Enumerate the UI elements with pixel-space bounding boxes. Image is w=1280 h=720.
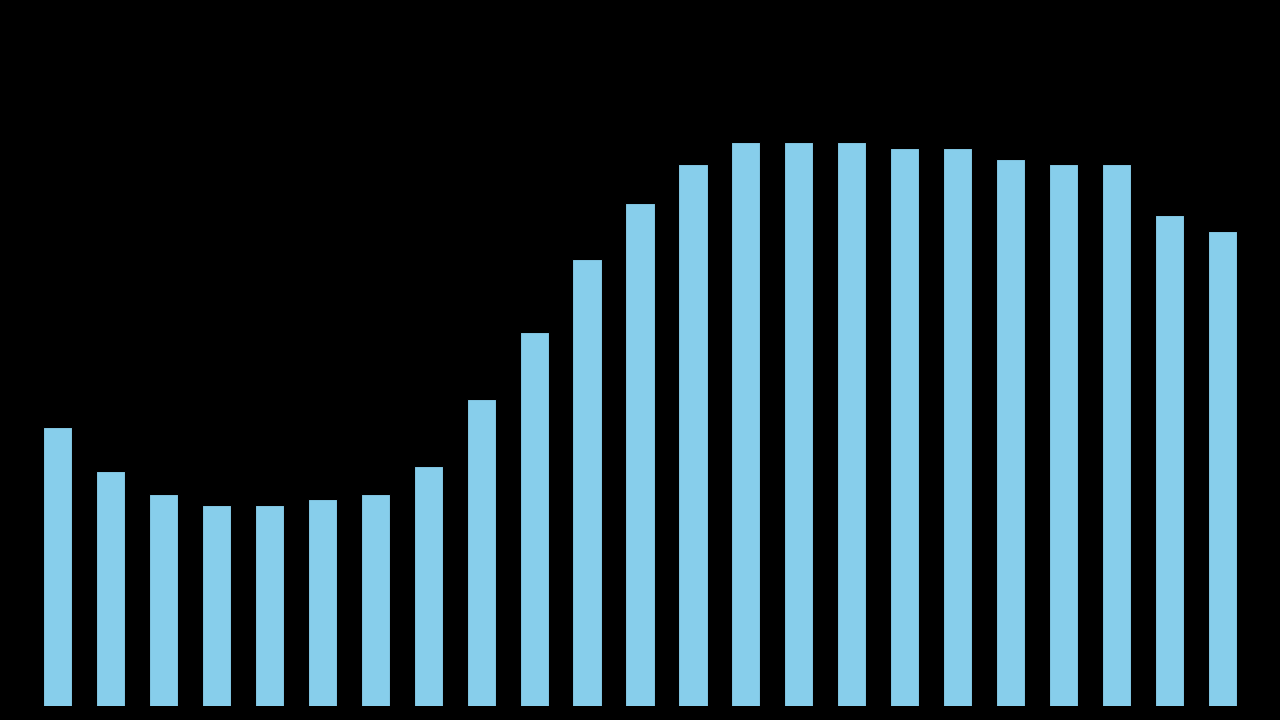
Bar: [202, 505, 230, 720]
Bar: [572, 259, 602, 720]
Bar: [1050, 164, 1078, 720]
Bar: [996, 158, 1025, 720]
Bar: [837, 142, 867, 720]
Bar: [307, 499, 337, 720]
Bar: [731, 142, 760, 720]
Bar: [1102, 164, 1132, 720]
Bar: [148, 493, 178, 720]
Bar: [678, 164, 708, 720]
Bar: [1208, 231, 1238, 720]
Bar: [96, 471, 125, 720]
Bar: [255, 505, 284, 720]
Bar: [413, 466, 443, 720]
Bar: [520, 332, 549, 720]
Bar: [1155, 215, 1184, 720]
Bar: [891, 148, 919, 720]
Bar: [785, 142, 814, 720]
Bar: [42, 426, 72, 720]
Bar: [943, 148, 973, 720]
Bar: [361, 493, 389, 720]
Bar: [466, 399, 495, 720]
Bar: [626, 203, 654, 720]
